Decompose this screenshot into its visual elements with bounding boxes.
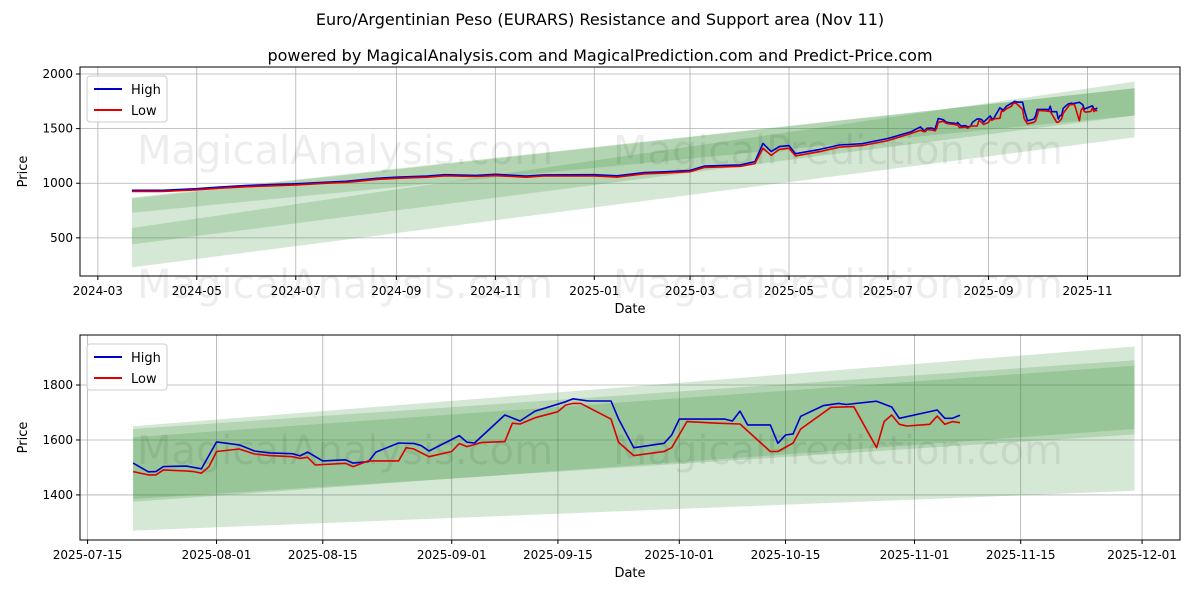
legend-label-high: High [131, 83, 161, 98]
watermark-text: MagicalPrediction.com [613, 428, 1063, 474]
high-price-line [131, 100, 1098, 192]
y-axis-label: Price [16, 156, 31, 188]
y-tick-label: 1800 [42, 378, 73, 392]
chart-title: Euro/Argentinian Peso (EURARS) Resistanc… [315, 10, 885, 29]
y-tick-label: 1500 [42, 122, 73, 136]
x-tick-label: 2025-08-01 [182, 548, 252, 562]
x-tick-label: 2025-07 [863, 284, 913, 298]
x-tick-label: 2025-12-01 [1107, 548, 1177, 562]
support-resistance-band [133, 346, 1135, 531]
x-tick-label: 2024-05 [172, 284, 222, 298]
x-tick-label: 2025-03 [665, 284, 715, 298]
y-tick-label: 1600 [42, 433, 73, 447]
y-tick-label: 500 [50, 231, 73, 245]
x-tick-label: 2025-08-15 [288, 548, 358, 562]
x-axis-label: Date [614, 566, 645, 581]
x-axis-label: Date [614, 302, 645, 317]
legend: High Low [86, 343, 168, 391]
chart-subtitle: powered by MagicalAnalysis.com and Magic… [267, 46, 933, 65]
support-resistance-band [133, 365, 1135, 500]
x-tick-label: 2024-11 [470, 284, 520, 298]
legend-label-low: Low [131, 104, 157, 119]
y-tick-label: 1000 [42, 176, 73, 190]
x-tick-label: 2025-11 [1062, 284, 1112, 298]
x-tick-label: 2025-11-01 [880, 548, 950, 562]
axes-frame [79, 334, 1181, 541]
x-tick-label: 2025-10-15 [751, 548, 821, 562]
chart-panel-1: 2024-03 2024-05 2024-07 2024-09 2024-11 2025-… [16, 66, 1181, 317]
high-price-line [132, 397, 961, 473]
watermark-text: MagicalAnalysis.com [137, 428, 553, 474]
low-price-line [131, 102, 1098, 193]
watermark-text: MagicalAnalysis.com [137, 262, 553, 308]
legend: High Low [86, 75, 168, 123]
x-tick-label: 2024-09 [371, 284, 421, 298]
y-tick-label: 1400 [42, 488, 73, 502]
x-tick-label: 2025-11-15 [986, 548, 1056, 562]
watermark-text: MagicalAnalysis.com [137, 128, 553, 174]
low-price-line [132, 402, 961, 476]
x-tick-label: 2024-07 [271, 284, 321, 298]
legend-label-low: Low [131, 372, 157, 387]
axes-frame [79, 66, 1181, 277]
legend-label-high: High [131, 351, 161, 366]
x-tick-label: 2025-01 [569, 284, 619, 298]
x-tick-label: 2025-07-15 [53, 548, 123, 562]
x-tick-label: 2025-09-15 [523, 548, 593, 562]
x-tick-label: 2025-10-01 [644, 548, 714, 562]
watermark-text: MagicalPrediction.com [613, 128, 1063, 174]
support-resistance-band [131, 88, 1135, 245]
y-axis-label: Price [16, 422, 31, 454]
x-tick-label: 2025-09-01 [417, 548, 487, 562]
x-tick-label: 2025-05 [764, 284, 814, 298]
watermark-text: MagicalPrediction.com [613, 262, 1063, 308]
x-tick-label: 2025-09 [963, 284, 1013, 298]
chart-panel-2: 2025-07-15 2025-08-01 2025-08-15 2025-09-01… [16, 334, 1181, 581]
x-tick-label: 2024-03 [73, 284, 123, 298]
support-resistance-band [133, 360, 1135, 502]
support-resistance-band [131, 88, 1135, 213]
y-tick-label: 2000 [42, 67, 73, 81]
